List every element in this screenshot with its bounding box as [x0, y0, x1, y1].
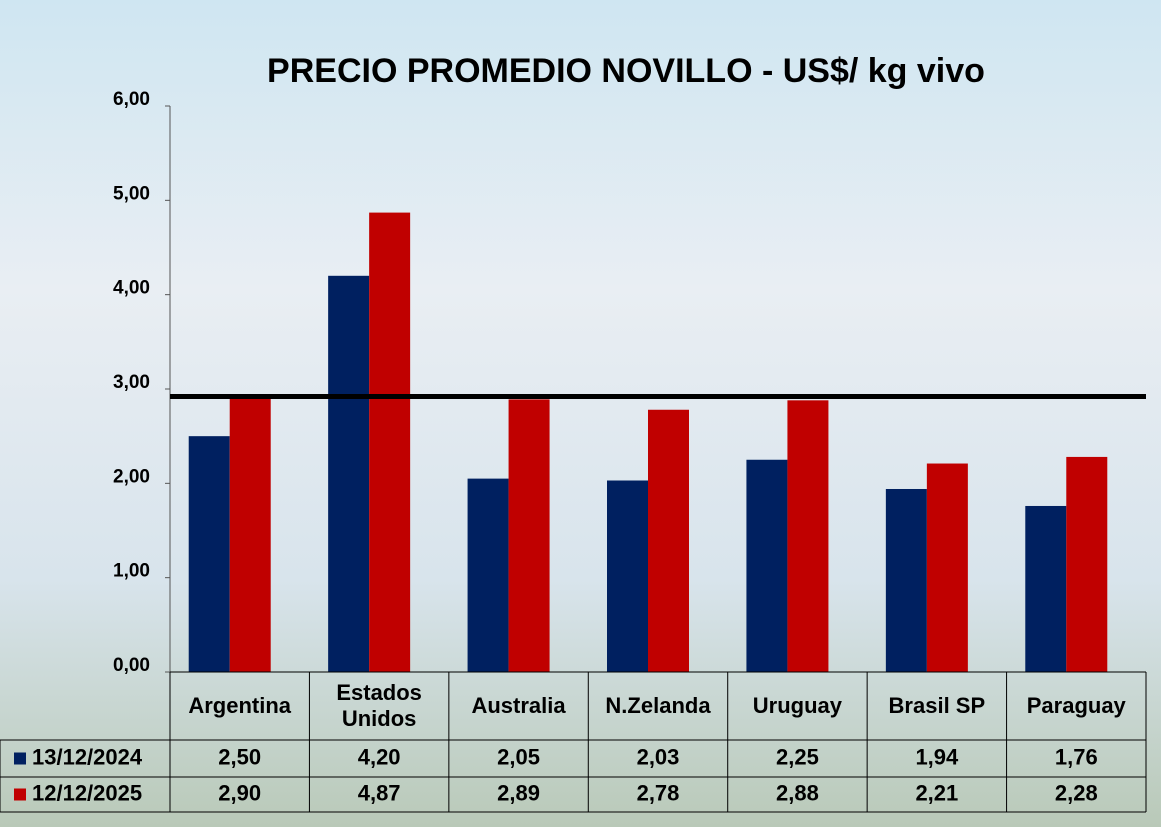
table-value: 2,90	[218, 780, 261, 805]
table-value: 1,94	[915, 744, 959, 769]
bar	[926, 463, 968, 672]
table-value: 2,25	[776, 744, 819, 769]
bar	[787, 400, 829, 672]
table-value: 2,05	[497, 744, 540, 769]
chart-title: PRECIO PROMEDIO NOVILLO - US$/ kg vivo	[267, 52, 985, 90]
table-value: 2,78	[637, 780, 680, 805]
bar	[1066, 456, 1108, 672]
bar	[467, 478, 509, 672]
x-tick-label: Uruguay	[752, 693, 843, 718]
table-value: 2,21	[915, 780, 958, 805]
bar	[746, 459, 788, 672]
x-tick-label: N.Zelanda	[605, 693, 711, 718]
x-tick-label: Brasil SP	[888, 693, 986, 718]
bar	[607, 480, 648, 672]
table-value: 2,28	[1055, 780, 1098, 805]
x-tick-label: Argentina	[188, 693, 292, 718]
legend-label: 13/12/2024	[32, 744, 143, 769]
y-tick-label: 5,00	[113, 183, 150, 204]
table-value: 2,50	[218, 744, 261, 769]
y-tick-label: 3,00	[113, 372, 150, 393]
legend-label: 12/12/2025	[32, 780, 142, 805]
table-value: 4,87	[358, 780, 401, 805]
x-tick-label: Estados Unidos	[336, 680, 422, 731]
x-tick-label: Australia	[471, 693, 566, 718]
x-tick-label: Paraguay	[1026, 693, 1126, 718]
bar	[1025, 505, 1067, 672]
bar	[229, 398, 271, 672]
y-tick-label: 0,00	[113, 655, 150, 676]
table-value: 1,76	[1055, 744, 1098, 769]
y-tick-label: 1,00	[113, 561, 150, 582]
table-value: 4,20	[358, 744, 401, 769]
table-value: 2,03	[637, 744, 680, 769]
bar	[508, 399, 550, 672]
y-tick-label: 4,00	[113, 278, 150, 299]
bar	[328, 275, 370, 672]
bar	[188, 436, 230, 672]
bar	[648, 409, 689, 672]
legend-swatch	[14, 752, 26, 765]
y-tick-label: 2,00	[113, 466, 150, 487]
table-value: 2,88	[776, 780, 819, 805]
table-value: 2,89	[497, 780, 540, 805]
bar	[369, 212, 411, 672]
y-tick-label: 6,00	[113, 89, 150, 110]
legend-swatch	[14, 788, 26, 801]
bar	[885, 488, 927, 672]
